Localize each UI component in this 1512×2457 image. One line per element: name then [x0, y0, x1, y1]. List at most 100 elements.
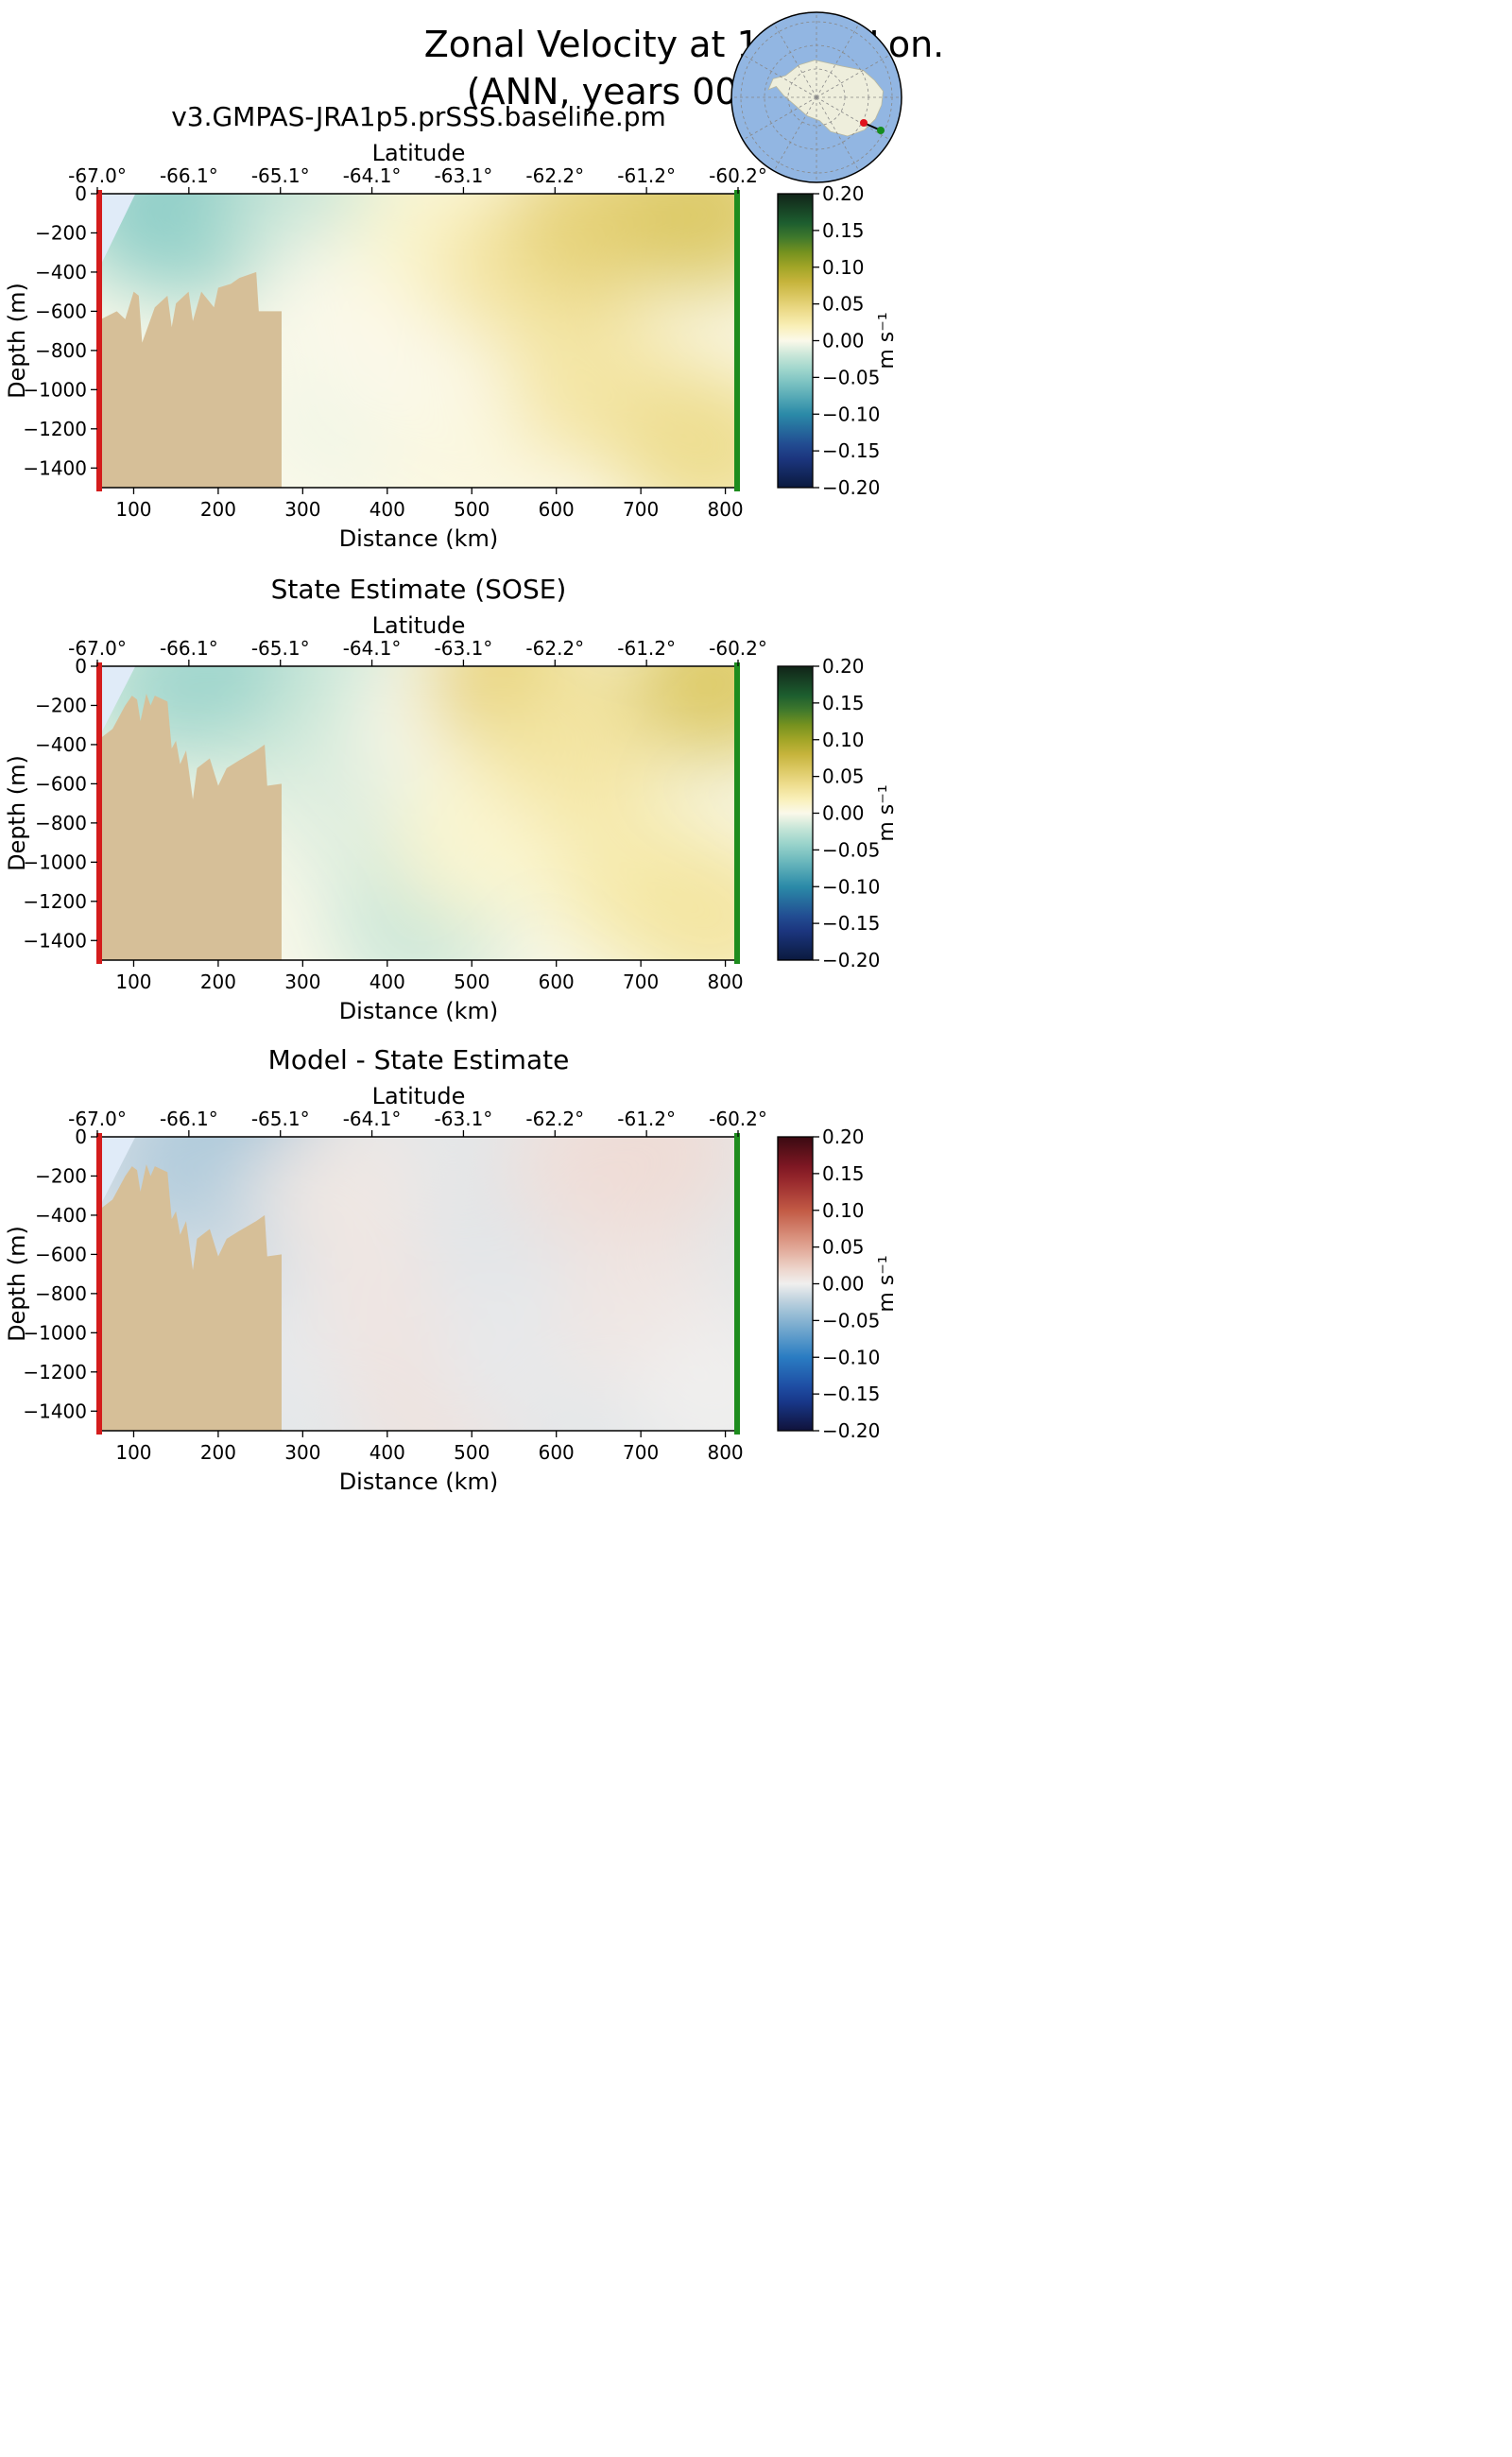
y-tick-label: −200: [35, 1164, 87, 1187]
x-tick-label: 300: [284, 971, 320, 993]
lat-tick-label: -60.2°: [709, 164, 767, 187]
lat-tick-label: -66.1°: [160, 1108, 218, 1130]
x-tick-label: 800: [707, 498, 743, 521]
lat-tick-label: -63.1°: [435, 1108, 493, 1130]
y-tick-label: −1400: [23, 1400, 87, 1422]
colorbar-tick-label: −0.20: [822, 949, 880, 971]
x-tick-label: 700: [623, 971, 659, 993]
y-tick-label: −600: [35, 1243, 87, 1265]
lat-tick-label: -65.1°: [251, 637, 310, 660]
x-tick-label: 600: [539, 971, 575, 993]
colorbar-tick-label: −0.15: [822, 1383, 880, 1405]
colorbar-tick-label: 0.10: [822, 256, 865, 279]
y-tick-label: −1000: [23, 1321, 87, 1344]
y-tick-label: −1200: [23, 418, 87, 440]
inset-map: [730, 11, 902, 183]
ice-shelf: [97, 666, 136, 741]
x-tick-label: 300: [284, 1441, 320, 1464]
map-end-point: [877, 127, 885, 134]
field-sample-15: [627, 666, 738, 763]
colorbar-tick-label: 0.00: [822, 1273, 865, 1296]
colorbar-tick-label: −0.15: [822, 439, 880, 462]
y-axis-label: Depth (m): [4, 755, 30, 871]
antarctica-landmass: [767, 60, 884, 137]
map-gridline: [742, 96, 817, 141]
map-border: [730, 11, 902, 183]
lat-tick-label: -63.1°: [435, 637, 493, 660]
ice-shelf: [97, 194, 136, 272]
colorbar-tick-label: −0.20: [822, 476, 880, 499]
lat-tick-label: -62.2°: [525, 637, 584, 660]
panel-2: State Estimate (SOSE) Latitude 100 200 300 40…: [4, 574, 899, 1024]
y-tick-label: 0: [75, 655, 87, 678]
map-gridline: [773, 23, 817, 98]
colorbar-tick-label: 0.05: [822, 1236, 865, 1259]
colorbar-tick-label: 0.20: [822, 182, 865, 205]
map-gridline: [773, 96, 817, 172]
y-tick-label: −1000: [23, 850, 87, 873]
x-tick-label: 200: [200, 498, 236, 521]
y-tick-label: −1400: [23, 456, 87, 479]
x-tick-label: 400: [369, 1441, 405, 1464]
y-tick-label: −200: [35, 221, 87, 244]
velocity-field: [97, 666, 738, 960]
panel-1: v3.GMPAS-JRA1p5.prSSS.baseline.pm Latitud…: [4, 101, 899, 552]
colorbar-tick-label: 0.00: [822, 802, 865, 825]
latitude-axis-label: Latitude: [372, 612, 466, 639]
lat-tick-label: -60.2°: [709, 1108, 767, 1130]
lat-tick-label: -64.1°: [343, 1108, 402, 1130]
panel-title: Model - State Estimate: [268, 1044, 570, 1075]
latitude-axis-label: Latitude: [372, 140, 466, 166]
x-tick-label: 300: [284, 498, 320, 521]
colorbar-tick-label: −0.05: [822, 366, 880, 388]
panel-title: v3.GMPAS-JRA1p5.prSSS.baseline.pm: [171, 101, 666, 132]
colorbar-tick-label: −0.10: [822, 1346, 880, 1368]
x-tick-label: 800: [707, 1441, 743, 1464]
colorbar-label: m s⁻¹: [875, 784, 899, 841]
colorbar-tick-label: 0.15: [822, 1162, 865, 1185]
colorbar-tick-label: −0.10: [822, 403, 880, 425]
lat-tick-label: -63.1°: [435, 164, 493, 187]
lat-tick-label: -67.0°: [68, 164, 127, 187]
x-tick-label: 400: [369, 498, 405, 521]
lat-tick-label: -66.1°: [160, 637, 218, 660]
y-tick-label: −1200: [23, 1361, 87, 1383]
lat-tick-label: -65.1°: [251, 1108, 310, 1130]
lat-tick-label: -64.1°: [343, 637, 402, 660]
y-tick-label: −800: [35, 1282, 87, 1305]
lat-tick-label: -65.1°: [251, 164, 310, 187]
x-tick-label: 200: [200, 1441, 236, 1464]
x-tick-label: 200: [200, 971, 236, 993]
field-sample-16: [627, 840, 738, 960]
colorbar-tick-label: 0.20: [822, 1125, 865, 1148]
panel-3: Model - State Estimate Latitude 100 200 300 4…: [4, 1044, 899, 1495]
lat-tick-label: -66.1°: [160, 164, 218, 187]
y-tick-label: −400: [35, 1204, 87, 1227]
x-axis-label: Distance (km): [339, 1469, 499, 1495]
x-tick-label: 800: [707, 971, 743, 993]
colorbar-tick-label: −0.10: [822, 875, 880, 898]
x-tick-label: 500: [454, 1441, 490, 1464]
y-tick-label: −400: [35, 261, 87, 284]
y-axis-label: Depth (m): [4, 1226, 30, 1342]
field-sample-15: [618, 368, 738, 488]
x-tick-label: 400: [369, 971, 405, 993]
lat-tick-label: -62.2°: [525, 164, 584, 187]
x-tick-label: 100: [115, 498, 151, 521]
velocity-field: [97, 194, 738, 488]
map-gridline: [816, 23, 860, 98]
bathymetry: [97, 1164, 282, 1431]
colorbar-tick-label: 0.10: [822, 729, 865, 751]
map-gridline: [816, 96, 860, 172]
colorbar-tick-label: 0.20: [822, 655, 865, 678]
colorbar-label: m s⁻¹: [875, 312, 899, 369]
y-tick-label: −1000: [23, 378, 87, 401]
colorbar-tick-label: 0.05: [822, 765, 865, 788]
lat-tick-label: -60.2°: [709, 637, 767, 660]
y-tick-label: 0: [75, 1125, 87, 1148]
panel-title: State Estimate (SOSE): [271, 574, 567, 605]
colorbar-tick-label: 0.15: [822, 219, 865, 242]
colorbar-tick-label: −0.20: [822, 1419, 880, 1442]
field-sample-14: [618, 194, 738, 294]
y-tick-label: −600: [35, 300, 87, 322]
